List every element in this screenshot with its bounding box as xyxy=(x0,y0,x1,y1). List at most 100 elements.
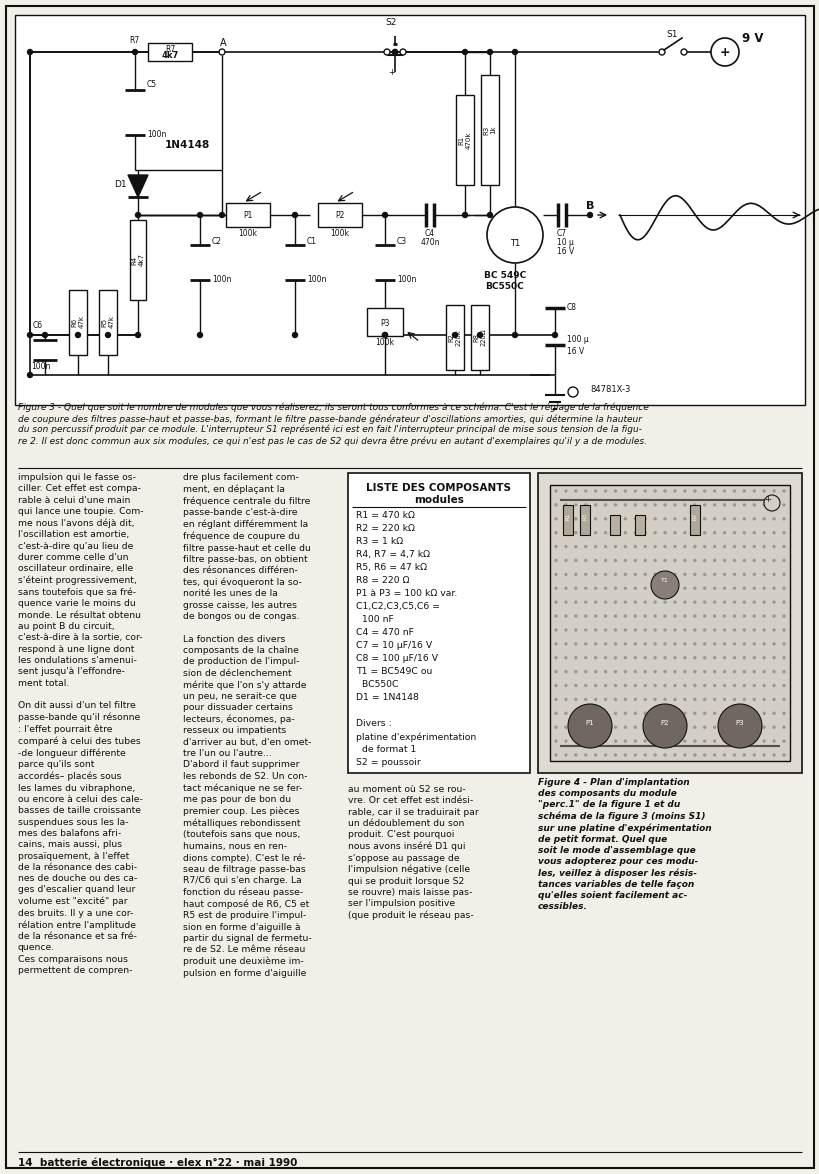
Circle shape xyxy=(594,713,596,714)
Circle shape xyxy=(663,713,665,714)
Circle shape xyxy=(604,504,606,506)
Circle shape xyxy=(713,587,715,589)
Circle shape xyxy=(732,684,735,687)
Text: 4k7: 4k7 xyxy=(161,52,179,61)
Circle shape xyxy=(564,490,566,492)
Circle shape xyxy=(197,332,202,337)
Circle shape xyxy=(732,740,735,742)
Circle shape xyxy=(604,727,606,728)
Bar xyxy=(537,473,801,772)
Circle shape xyxy=(623,656,626,659)
Circle shape xyxy=(693,740,695,742)
Circle shape xyxy=(613,670,616,673)
Circle shape xyxy=(663,532,665,534)
Circle shape xyxy=(292,212,297,217)
Circle shape xyxy=(782,546,784,547)
Circle shape xyxy=(782,573,784,575)
Circle shape xyxy=(644,601,645,603)
Circle shape xyxy=(663,615,665,618)
Circle shape xyxy=(574,713,576,714)
Circle shape xyxy=(772,560,774,561)
Circle shape xyxy=(654,684,655,687)
Circle shape xyxy=(644,587,645,589)
Circle shape xyxy=(663,727,665,728)
Circle shape xyxy=(772,656,774,659)
Circle shape xyxy=(683,490,685,492)
Circle shape xyxy=(292,332,297,337)
Circle shape xyxy=(584,629,586,630)
Text: 84781X-3: 84781X-3 xyxy=(590,385,630,394)
Circle shape xyxy=(613,532,616,534)
Circle shape xyxy=(732,643,735,645)
Circle shape xyxy=(693,587,695,589)
Circle shape xyxy=(703,629,705,630)
Circle shape xyxy=(673,601,675,603)
Circle shape xyxy=(584,684,586,687)
Circle shape xyxy=(713,615,715,618)
Text: T1: T1 xyxy=(660,579,668,583)
Circle shape xyxy=(644,727,645,728)
Circle shape xyxy=(613,490,616,492)
Circle shape xyxy=(594,504,596,506)
Circle shape xyxy=(584,713,586,714)
Circle shape xyxy=(554,740,556,742)
Circle shape xyxy=(673,656,675,659)
Circle shape xyxy=(28,49,33,54)
Circle shape xyxy=(673,727,675,728)
Circle shape xyxy=(400,49,405,55)
Circle shape xyxy=(564,727,566,728)
Circle shape xyxy=(564,518,566,520)
Circle shape xyxy=(584,601,586,603)
Circle shape xyxy=(753,532,754,534)
Circle shape xyxy=(604,490,606,492)
Circle shape xyxy=(644,699,645,701)
Circle shape xyxy=(743,699,744,701)
Circle shape xyxy=(133,49,138,54)
Circle shape xyxy=(604,518,606,520)
Circle shape xyxy=(574,699,576,701)
Circle shape xyxy=(574,740,576,742)
Circle shape xyxy=(584,490,586,492)
Circle shape xyxy=(634,587,636,589)
Circle shape xyxy=(782,684,784,687)
Bar xyxy=(455,95,473,185)
Circle shape xyxy=(663,573,665,575)
Circle shape xyxy=(693,699,695,701)
Circle shape xyxy=(683,643,685,645)
Circle shape xyxy=(683,699,685,701)
Circle shape xyxy=(594,560,596,561)
Circle shape xyxy=(554,546,556,547)
Circle shape xyxy=(613,504,616,506)
Circle shape xyxy=(663,699,665,701)
Circle shape xyxy=(693,629,695,630)
Circle shape xyxy=(663,684,665,687)
Circle shape xyxy=(703,684,705,687)
Text: dre plus facilement com-
ment, en déplaçant la
fréquence centrale du filtre
pass: dre plus facilement com- ment, en déplaç… xyxy=(183,473,311,978)
Text: R6
47k: R6 47k xyxy=(71,316,84,329)
Circle shape xyxy=(683,573,685,575)
Text: B: B xyxy=(586,201,594,211)
Circle shape xyxy=(693,643,695,645)
Circle shape xyxy=(713,643,715,645)
Circle shape xyxy=(28,332,33,337)
Circle shape xyxy=(634,754,636,756)
Circle shape xyxy=(753,587,754,589)
Circle shape xyxy=(743,546,744,547)
Circle shape xyxy=(772,601,774,603)
Circle shape xyxy=(43,332,48,337)
Circle shape xyxy=(713,754,715,756)
Circle shape xyxy=(382,212,387,217)
Circle shape xyxy=(623,546,626,547)
Circle shape xyxy=(584,546,586,547)
Text: R5
47k: R5 47k xyxy=(102,316,115,329)
Circle shape xyxy=(772,754,774,756)
Circle shape xyxy=(594,601,596,603)
Circle shape xyxy=(654,560,655,561)
Circle shape xyxy=(673,532,675,534)
Circle shape xyxy=(703,601,705,603)
Circle shape xyxy=(703,532,705,534)
Circle shape xyxy=(584,518,586,520)
Circle shape xyxy=(703,656,705,659)
Circle shape xyxy=(564,615,566,618)
Bar xyxy=(318,203,361,227)
